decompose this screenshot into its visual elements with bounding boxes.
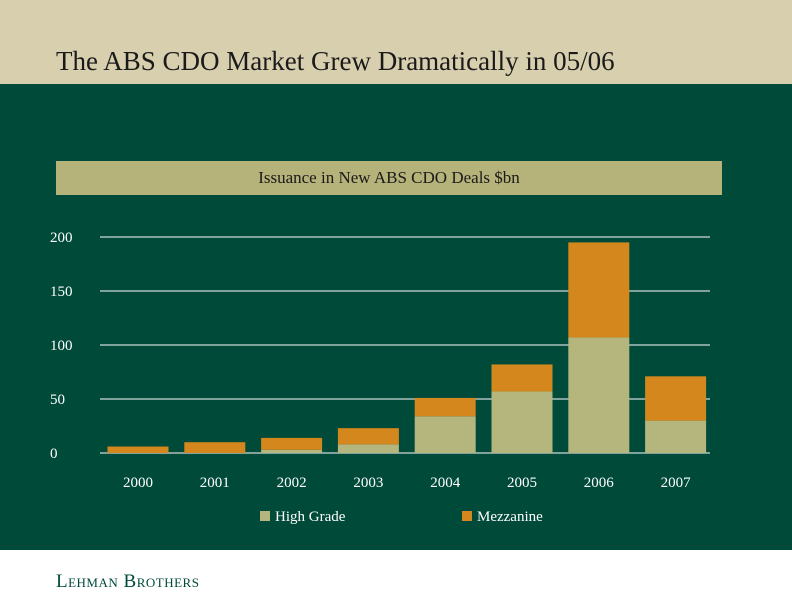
y-tick-label: 200 — [50, 230, 73, 246]
page-title: The ABS CDO Market Grew Dramatically in … — [56, 46, 615, 76]
x-tick-label: 2006 — [584, 475, 615, 491]
bar-mezzanine — [337, 428, 399, 445]
title-bar — [0, 0, 792, 84]
y-tick-label: 0 — [50, 446, 58, 462]
bar-high-grade — [261, 449, 323, 453]
bar-mezzanine — [184, 442, 246, 453]
bar-mezzanine — [491, 364, 553, 392]
y-tick-label: 150 — [50, 284, 73, 300]
legend-swatch — [462, 511, 472, 521]
y-tick-label: 100 — [50, 338, 73, 354]
bar-high-grade — [645, 420, 707, 453]
x-tick-label: 2002 — [277, 475, 307, 491]
bar-mezzanine — [645, 376, 707, 421]
legend-swatch — [260, 511, 270, 521]
bar-high-grade — [568, 337, 630, 453]
x-tick-label: 2007 — [661, 475, 692, 491]
bar-mezzanine — [107, 446, 169, 453]
bar-high-grade — [491, 391, 553, 453]
x-tick-label: 2000 — [123, 475, 153, 491]
chart-title: Issuance in New ABS CDO Deals $bn — [258, 168, 520, 187]
x-tick-label: 2003 — [353, 475, 383, 491]
x-tick-label: 2004 — [430, 475, 461, 491]
legend-label: High Grade — [275, 509, 346, 525]
chart-header: Issuance in New ABS CDO Deals $bn — [56, 161, 722, 195]
x-tick-label: 2001 — [200, 475, 230, 491]
bar-high-grade — [414, 416, 476, 453]
lehman-brothers-logo: Lehman Brothers — [56, 571, 200, 592]
legend-label: Mezzanine — [477, 509, 543, 525]
y-tick-label: 50 — [50, 392, 65, 408]
bar-mezzanine — [568, 242, 630, 338]
bar-mezzanine — [414, 397, 476, 417]
x-tick-label: 2005 — [507, 475, 537, 491]
bar-high-grade — [337, 444, 399, 453]
bar-mezzanine — [261, 437, 323, 450]
footer — [0, 550, 792, 612]
